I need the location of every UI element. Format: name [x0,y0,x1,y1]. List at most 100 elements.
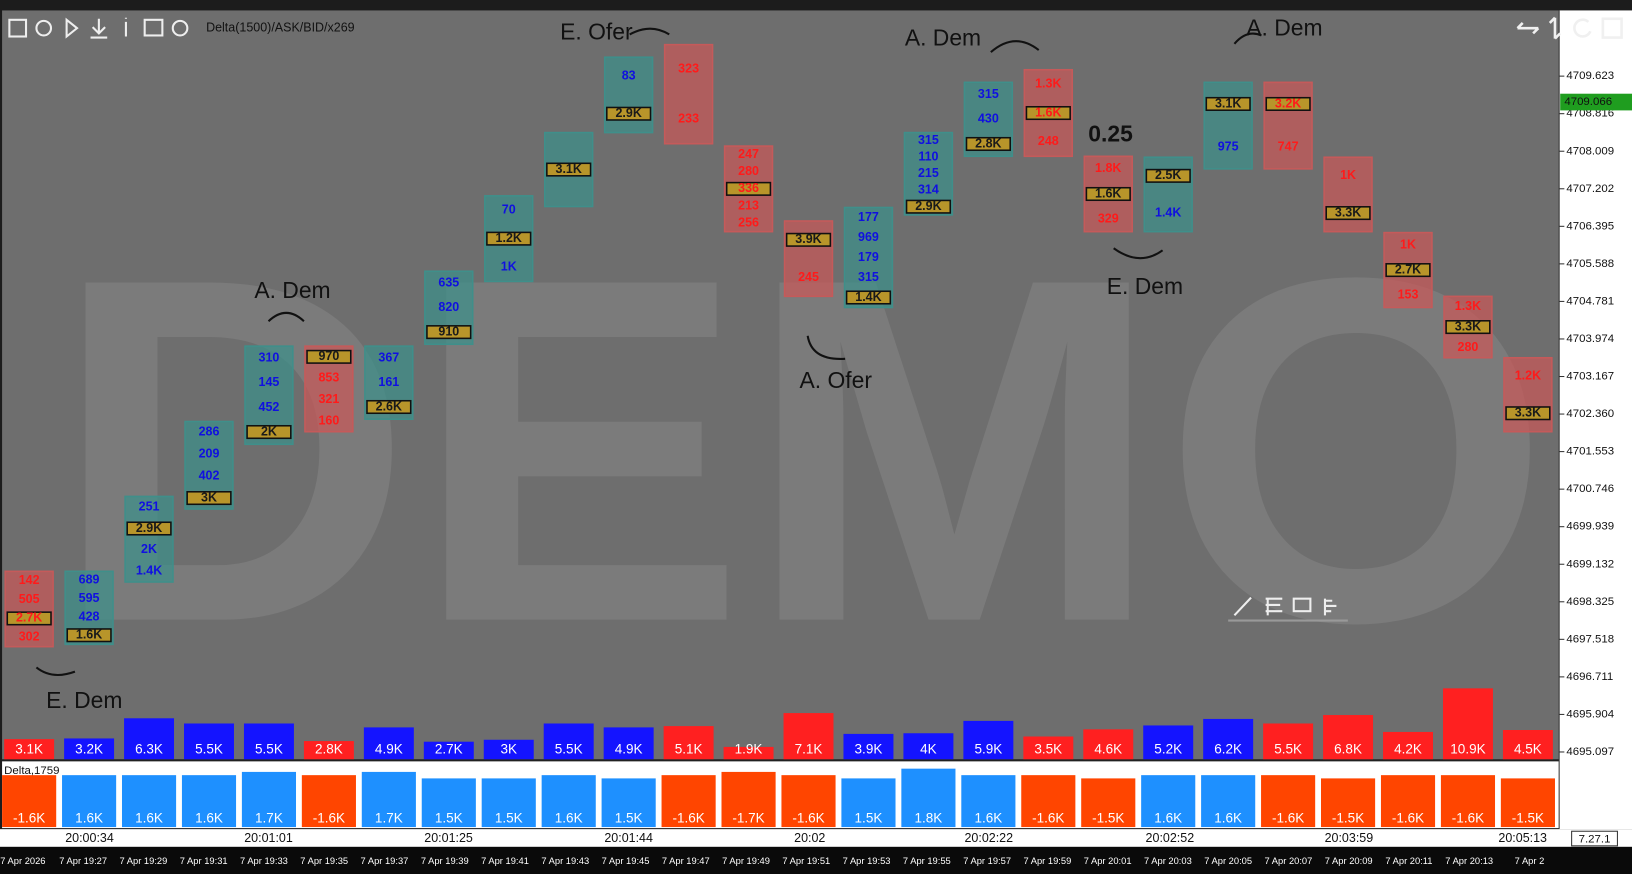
volume-bar [1323,715,1374,760]
delta-label: -1.6K [792,810,824,825]
delta-label: -1.6K [1272,810,1304,825]
icon-swap[interactable] [1516,22,1540,35]
tool-line[interactable] [1233,596,1252,617]
delta-bar [421,778,476,828]
cell-label: 1.4K [1155,205,1181,219]
volume-label: 4K [920,741,937,756]
volume-label: 4.5K [1514,741,1542,756]
delta-bar [1380,775,1436,828]
volume-bar [843,733,894,760]
price-label: 4695.904 [1566,708,1614,720]
icon-chart[interactable] [143,18,164,37]
volume-bar [363,727,414,760]
cell-label: 1.8K [1095,161,1121,175]
icon-help[interactable] [35,19,53,37]
time-label: 20:02:52 [1146,831,1195,845]
cell-label: 280 [1458,340,1479,354]
delta-label: -1.6K [1452,810,1484,825]
date-label: 7 Apr 20:13 [1445,856,1493,866]
delta-label: 1.5K [615,810,643,825]
delta-label: -1.7K [732,810,764,825]
window-icons[interactable] [1516,16,1623,40]
price-label: 4701.553 [1566,446,1614,458]
price-axis [1559,10,1632,830]
cell-label: 452 [259,400,280,414]
date-label: 7 Apr 19:53 [843,856,891,866]
drawing-tools[interactable] [1228,596,1348,622]
cell-label: 213 [738,198,759,212]
price-label: 4705.588 [1566,258,1614,270]
cell-label: 1K [1400,237,1416,251]
date-label: 7 Apr 19:35 [300,856,348,866]
price-label: 4699.939 [1566,521,1614,533]
date-label: 7 Apr 19:51 [782,856,830,866]
time-label: 20:01:44 [604,831,653,845]
delta-bar [661,775,716,828]
cell-label: 1.4K [136,564,162,578]
cell-label: 2.5K [1155,168,1181,182]
icon-reload[interactable] [1573,18,1592,38]
date-label: 7 Apr 19:37 [361,856,409,866]
stroke [1113,247,1164,260]
delta-bar [241,771,297,828]
volume-label: 5.5K [195,741,223,756]
candle-box [124,495,174,583]
tool-rect[interactable] [1292,597,1312,613]
cell-label: 177 [858,210,879,224]
volume-bar [64,738,115,760]
cell-label: 329 [1098,211,1119,225]
date-label: 7 Apr 19:55 [903,856,951,866]
delta-bar [1440,775,1496,828]
annotation-strokes [35,27,1262,677]
delta-label: 1.6K [135,810,163,825]
volume-label: 6.8K [1334,741,1362,756]
poc-box [725,181,772,196]
delta-bar [62,775,117,828]
poc-box [1325,206,1371,221]
poc-box [905,199,952,214]
delta-bar [1500,778,1555,828]
cell-label: 160 [318,413,339,427]
date-label: 7 Apr 19:49 [722,856,770,866]
tool-volume[interactable] [1323,598,1337,616]
volume-label: 2.8K [315,741,343,756]
date-label: 7 Apr 19:33 [240,856,288,866]
cell-label: 315 [918,133,939,147]
delta-bar [541,775,596,828]
delta-label: -1.6K [672,810,704,825]
date-label: 7 Apr 2026 [0,856,45,866]
delta-label: 1.6K [1154,810,1182,825]
cell-label: 215 [918,166,939,180]
cell-label: 975 [1218,140,1239,154]
volume-bar [483,739,534,760]
cell-label: 1.3K [1455,299,1481,313]
price-label: 4708.009 [1566,145,1614,157]
delta-bar [1201,775,1256,828]
delta-label: 1.6K [1214,810,1242,825]
delta-bar [121,775,177,828]
icon-expand[interactable] [1601,17,1623,39]
poc-box [546,162,592,177]
icon-play[interactable] [65,17,79,39]
poc-box [1025,105,1071,121]
volume-label: 6.2K [1214,741,1242,756]
date-label: 7 Apr 20:01 [1084,856,1132,866]
price-label: 4706.395 [1566,220,1614,232]
tool-profile[interactable] [1265,597,1283,616]
price-label: 4696.711 [1566,671,1613,683]
icon-cursor[interactable] [8,18,28,38]
cell-label: 2.9K [136,521,162,535]
icon-scale[interactable] [1548,16,1562,40]
annotation: 0.25 [1088,121,1133,147]
delta-bar [301,775,356,828]
volume-label: 3.1K [15,741,43,756]
volume-label: 5.5K [255,741,283,756]
icon-settings[interactable] [171,19,189,37]
toolbar-icons[interactable] [8,17,189,39]
icon-download[interactable] [90,18,108,39]
date-label: 7 Apr 20:05 [1204,856,1252,866]
poc-box [1145,168,1191,183]
volume-bar [1023,736,1074,760]
delta-label: 1.7K [375,810,403,825]
volume-bar [124,718,175,760]
